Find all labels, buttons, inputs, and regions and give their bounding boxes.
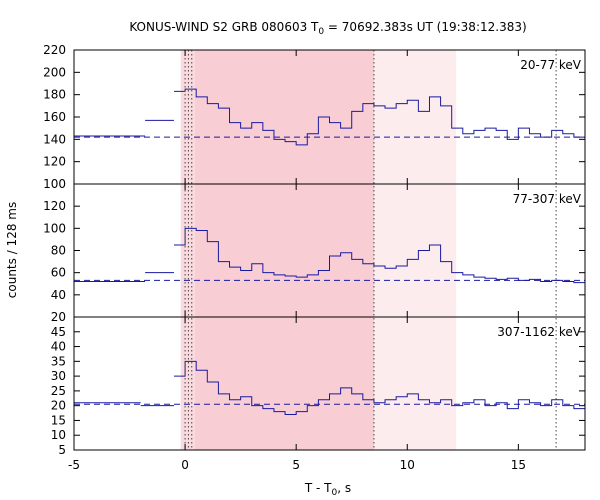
band-label-panel-1: 77-307 keV <box>513 192 582 206</box>
energy-band-labels: 20-77 keV 77-307 keV 307-1162 keV <box>497 58 581 339</box>
chart-title: KONUS-WIND S2 GRB 080603 T0 = 70692.383s… <box>129 20 526 37</box>
y-tick-label-panel-2-1: 10 <box>51 428 66 442</box>
y-tick-label-panel-2-8: 45 <box>51 325 66 339</box>
y-tick-labels: 100 120 140 160 180 200 220 20 40 60 80 100 120 51015… <box>43 43 66 457</box>
light-curve-panel-2-segment-2 <box>173 360 585 416</box>
y-tick-label-panel-2-5: 30 <box>51 369 66 383</box>
shaded-interval-1 <box>195 50 374 450</box>
y-tick-label-panel-1-2: 60 <box>51 266 66 280</box>
x-tick-label-4: 15 <box>511 458 526 472</box>
y-tick-label-panel-2-7: 40 <box>51 340 66 354</box>
y-axis-label: counts / 128 ms <box>5 202 19 298</box>
y-tick-label-panel-0-3: 160 <box>43 110 66 124</box>
light-curves <box>74 88 585 416</box>
x-tick-label-3: 10 <box>400 458 415 472</box>
y-tick-label-panel-1-3: 80 <box>51 244 66 258</box>
light-curve-panel-0-segment-2 <box>173 88 585 146</box>
background-levels <box>74 136 585 405</box>
x-tick-label-0: -5 <box>68 458 80 472</box>
shaded-interval-2 <box>373 50 457 450</box>
tick-marks <box>73 49 585 451</box>
y-tick-label-panel-2-0: 5 <box>58 443 66 457</box>
y-tick-label-panel-2-6: 35 <box>51 354 66 368</box>
panel-frame-2 <box>73 316 586 451</box>
vertical-markers <box>184 50 557 450</box>
x-axis-label: T - T0, s <box>304 481 351 498</box>
x-tick-labels: -5 0 5 10 15 <box>68 458 526 472</box>
light-curve-panel-1-segment-2 <box>173 227 585 284</box>
band-label-panel-2: 307-1162 keV <box>497 325 581 339</box>
y-tick-label-panel-2-2: 15 <box>51 413 66 427</box>
y-tick-label-panel-1-4: 100 <box>43 221 66 235</box>
y-tick-label-panel-0-4: 180 <box>43 88 66 102</box>
band-label-panel-0: 20-77 keV <box>520 58 582 72</box>
y-tick-label-panel-0-0: 100 <box>43 177 66 191</box>
y-tick-label-panel-0-5: 200 <box>43 65 66 79</box>
x-tick-label-1: 0 <box>181 458 189 472</box>
y-tick-label-panel-0-1: 120 <box>43 155 66 169</box>
y-tick-label-panel-2-4: 25 <box>51 384 66 398</box>
y-tick-label-panel-0-6: 220 <box>43 43 66 57</box>
y-tick-label-panel-1-5: 120 <box>43 199 66 213</box>
y-tick-label-panel-0-2: 140 <box>43 132 66 146</box>
y-tick-label-panel-2-3: 20 <box>51 399 66 413</box>
y-tick-label-panel-1-1: 40 <box>51 288 66 302</box>
y-tick-label-panel-1-0: 20 <box>51 310 66 324</box>
shaded-intervals <box>180 50 457 450</box>
x-tick-label-2: 5 <box>292 458 300 472</box>
